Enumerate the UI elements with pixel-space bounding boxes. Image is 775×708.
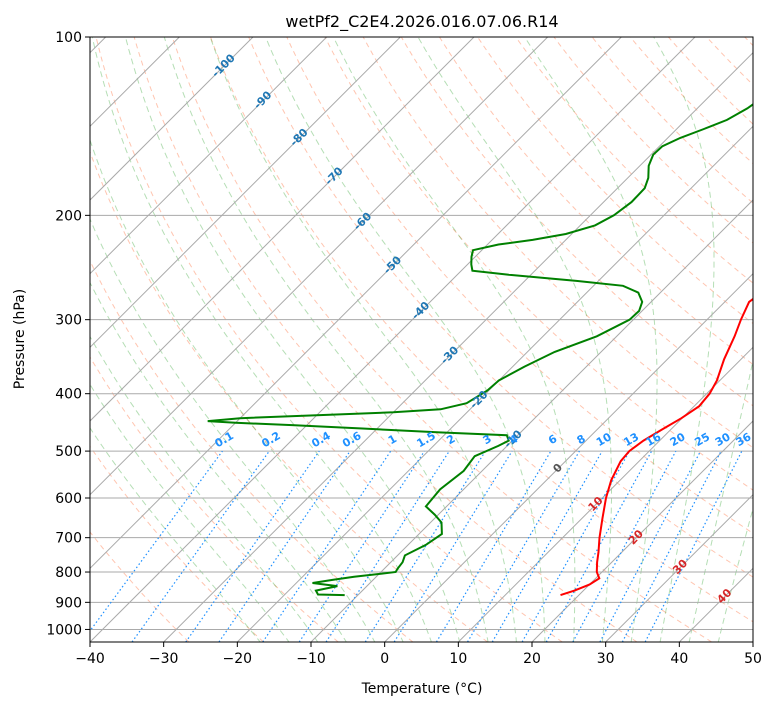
plot-background <box>90 37 753 642</box>
dry-adiabat <box>90 150 488 642</box>
dry-adiabat <box>629 37 753 165</box>
isotherm-gridline <box>163 51 753 642</box>
mixing-ratio-line <box>364 450 486 642</box>
isotherm-gridline <box>531 420 753 642</box>
dry-adiabat <box>591 37 753 204</box>
dry-adiabat <box>90 259 414 642</box>
x-tick-label: −30 <box>149 651 179 667</box>
y-tick-label: 900 <box>55 595 82 611</box>
moist-adiabat <box>90 281 347 642</box>
isotherm-gridline <box>90 37 622 570</box>
mixing-ratio-line <box>491 450 603 642</box>
x-tick-label: 40 <box>670 651 688 667</box>
moist-adiabat <box>90 335 319 642</box>
moist-adiabat <box>125 37 461 642</box>
dry-adiabat <box>286 37 753 534</box>
mixing-ratio-line <box>218 450 351 642</box>
mixing-ratio-line <box>466 450 580 642</box>
x-axis: −40 −30 −20 −10 0 10 20 30 40 50 <box>75 642 762 667</box>
x-tick-label: 20 <box>523 651 541 667</box>
moist-adiabat <box>90 138 404 642</box>
chart-title: wetPf2_C2E4.2026.016.07.06.R14 <box>285 12 558 32</box>
x-tick-label: −10 <box>296 651 326 667</box>
moist-adiabat <box>90 383 290 642</box>
x-tick-label: −20 <box>223 651 253 667</box>
moist-adiabat <box>332 37 576 642</box>
dry-adiabat <box>515 37 753 284</box>
background-lines <box>90 37 753 642</box>
y-tick-label: 600 <box>55 491 82 507</box>
isotherm-gridline <box>605 493 753 642</box>
y-tick-label: 100 <box>55 30 82 46</box>
isotherm-gridline <box>90 37 696 642</box>
moist-adiabat <box>91 37 432 642</box>
isotherm-gridline <box>90 37 475 422</box>
x-tick-label: −40 <box>75 651 105 667</box>
y-tick-label: 300 <box>55 313 82 329</box>
mixing-ratio-line <box>521 450 631 642</box>
y-axis: 100 200 300 400 500 600 700 800 900 1000 <box>46 30 90 638</box>
y-tick-label: 800 <box>55 565 82 581</box>
x-axis-label: Temperature (°C) <box>361 681 483 697</box>
mixing-ratio-line <box>572 450 677 642</box>
isotherm-gridline <box>90 37 254 201</box>
moist-adiabat <box>653 37 715 642</box>
dry-adiabat <box>90 531 190 642</box>
isotherm-gridline <box>90 37 549 496</box>
plot-frame <box>89 36 754 643</box>
temperature-line <box>560 297 753 597</box>
y-tick-label: 200 <box>55 208 82 224</box>
y-tick-label: 1000 <box>46 622 82 638</box>
isotherm-gridline <box>384 272 753 642</box>
isotherm-gridline <box>90 37 401 349</box>
dry-adiabat <box>248 37 753 578</box>
isotherm-gridline <box>310 199 753 642</box>
moist-adiabat <box>717 506 753 642</box>
x-tick-label: 50 <box>744 651 762 667</box>
x-tick-label: 30 <box>597 651 615 667</box>
isotherm-gridline <box>457 346 753 642</box>
y-tick-label: 500 <box>55 444 82 460</box>
moist-adiabat <box>265 37 546 642</box>
dry-adiabat <box>171 37 712 642</box>
mixing-ratio-line <box>393 450 513 642</box>
dry-adiabat <box>438 37 753 366</box>
moist-adiabat <box>524 37 658 642</box>
y-tick-label: 400 <box>55 387 82 403</box>
moist-adiabat <box>163 37 489 642</box>
mixing-ratio-line <box>435 450 552 642</box>
dry-adiabat <box>477 37 753 325</box>
dry-adiabat <box>553 37 753 244</box>
dry-adiabat <box>210 37 753 623</box>
y-axis-label: Pressure (hPa) <box>12 289 28 389</box>
y-tick-label: 700 <box>55 531 82 547</box>
moist-adiabat <box>90 427 261 642</box>
mixing-ratio-line <box>325 450 450 642</box>
moist-adiabat <box>90 217 376 642</box>
x-tick-label: 10 <box>449 651 467 667</box>
profile-lines <box>207 103 753 597</box>
moist-adiabat <box>688 358 753 642</box>
dry-adiabat <box>133 37 638 642</box>
x-tick-label: 0 <box>380 651 389 667</box>
mixing-ratio-line <box>185 450 320 642</box>
moist-adiabat <box>209 37 518 642</box>
isotherm-gridline <box>90 37 328 275</box>
dewpoint-line <box>207 103 753 597</box>
dry-adiabat <box>90 356 339 642</box>
isotherm-gridline <box>752 641 753 642</box>
isotherm-gridline <box>236 125 753 642</box>
